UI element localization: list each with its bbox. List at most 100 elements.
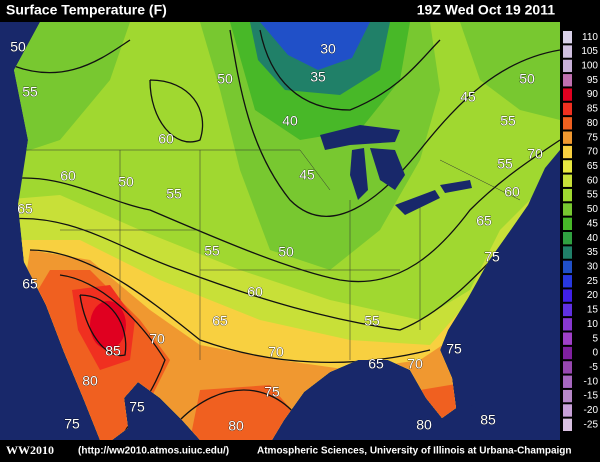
contour-label: 50 xyxy=(118,174,134,190)
legend-label: 0 xyxy=(592,348,598,359)
legend-swatch xyxy=(563,88,572,101)
contour-label: 45 xyxy=(299,167,315,183)
footer-bar xyxy=(0,440,600,462)
legend-label: -15 xyxy=(584,391,599,402)
legend-label: 75 xyxy=(587,132,599,143)
legend-label: 40 xyxy=(587,233,599,244)
contour-label: 55 xyxy=(500,113,516,129)
footer-credit: Atmospheric Sciences, University of Illi… xyxy=(257,446,572,457)
legend-label: 105 xyxy=(581,46,598,57)
legend-label: 85 xyxy=(587,104,599,115)
contour-label: 60 xyxy=(247,284,263,300)
contour-label: 75 xyxy=(446,341,462,357)
legend-label: 100 xyxy=(581,61,598,72)
legend-label: 35 xyxy=(587,247,599,258)
legend-label: 5 xyxy=(592,333,598,344)
contour-label: 75 xyxy=(64,416,80,432)
contour-label: 50 xyxy=(217,71,233,87)
contour-label: 55 xyxy=(364,313,380,329)
legend-swatch xyxy=(563,318,572,331)
legend-swatch xyxy=(563,404,572,417)
legend-swatch xyxy=(563,332,572,345)
contour-label: 50 xyxy=(278,244,294,260)
legend-label: 60 xyxy=(587,175,599,186)
contour-label: 70 xyxy=(268,344,284,360)
contour-label: 30 xyxy=(320,41,336,57)
legend-swatch xyxy=(563,275,572,288)
legend-swatch xyxy=(563,232,572,245)
contour-label: 70 xyxy=(149,331,165,347)
legend-swatch xyxy=(563,289,572,302)
contour-label: 65 xyxy=(368,356,384,372)
contour-label: 65 xyxy=(476,213,492,229)
contour-label: 85 xyxy=(480,412,496,428)
legend-swatch xyxy=(563,246,572,259)
legend-label: 95 xyxy=(587,75,599,86)
legend: 1101051009590858075706560555045403530252… xyxy=(563,31,598,431)
contour-label: 35 xyxy=(310,69,326,85)
legend-swatch xyxy=(563,31,572,44)
legend-label: 30 xyxy=(587,262,599,273)
contour-label: 80 xyxy=(228,418,244,434)
legend-swatch xyxy=(563,203,572,216)
contour-label: 65 xyxy=(17,201,33,217)
legend-label: 90 xyxy=(587,89,599,100)
legend-label: 25 xyxy=(587,276,599,287)
legend-swatch xyxy=(563,303,572,317)
legend-swatch xyxy=(563,160,572,173)
legend-label: 110 xyxy=(582,32,598,43)
legend-swatch xyxy=(563,217,572,230)
contour-label: 55 xyxy=(497,156,513,172)
contour-label: 45 xyxy=(460,89,476,105)
legend-label: 15 xyxy=(587,305,599,316)
contour-label: 80 xyxy=(82,373,98,389)
legend-swatch xyxy=(563,260,572,274)
legend-swatch xyxy=(563,131,572,144)
legend-label: -5 xyxy=(589,362,598,373)
great-lakes xyxy=(320,125,530,420)
legend-label: 80 xyxy=(587,118,599,129)
contour-label: 70 xyxy=(527,146,543,162)
legend-label: 20 xyxy=(587,290,599,301)
legend-swatch xyxy=(563,45,572,58)
contour-label: 75 xyxy=(129,399,145,415)
footer-logo: WW2010 xyxy=(6,443,54,457)
legend-label: 65 xyxy=(587,161,599,172)
legend-label: 45 xyxy=(587,218,599,229)
legend-swatch xyxy=(563,74,572,87)
contour-label: 65 xyxy=(212,313,228,329)
legend-label: -10 xyxy=(584,376,599,387)
legend-swatch xyxy=(563,389,572,403)
legend-swatch xyxy=(563,102,572,116)
contour-label: 70 xyxy=(407,356,423,372)
contour-label: 55 xyxy=(204,243,220,259)
contour-label: 75 xyxy=(484,249,500,265)
footer-url: (http://ww2010.atmos.uiuc.edu/) xyxy=(78,446,229,457)
legend-swatch xyxy=(563,346,572,360)
legend-label: 50 xyxy=(587,204,599,215)
contour-label: 60 xyxy=(60,168,76,184)
contour-labels: 50 30 35 50 50 55 45 40 55 60 70 55 60 50 45 55 60 65 65 55… xyxy=(10,38,543,434)
contour-label: 60 xyxy=(158,131,174,147)
legend-swatch xyxy=(563,117,572,130)
contour-label: 60 xyxy=(504,184,520,200)
legend-label: 70 xyxy=(587,147,599,158)
contour-label: 85 xyxy=(105,343,121,359)
legend-swatch xyxy=(563,174,572,187)
map-title: Surface Temperature (F) xyxy=(6,2,167,18)
legend-swatch xyxy=(563,418,572,431)
legend-swatch xyxy=(563,361,572,374)
legend-swatch xyxy=(563,375,572,388)
contour-label: 75 xyxy=(264,384,280,400)
contour-label: 50 xyxy=(10,39,26,55)
legend-swatch xyxy=(563,145,572,159)
contour-label: 50 xyxy=(519,71,535,87)
header-bar xyxy=(0,0,600,22)
legend-label: -25 xyxy=(584,419,599,430)
legend-label: 55 xyxy=(587,190,599,201)
contour-label: 55 xyxy=(166,186,182,202)
legend-label: 10 xyxy=(587,319,599,330)
legend-label: -20 xyxy=(584,405,599,416)
contour-label: 65 xyxy=(22,276,38,292)
